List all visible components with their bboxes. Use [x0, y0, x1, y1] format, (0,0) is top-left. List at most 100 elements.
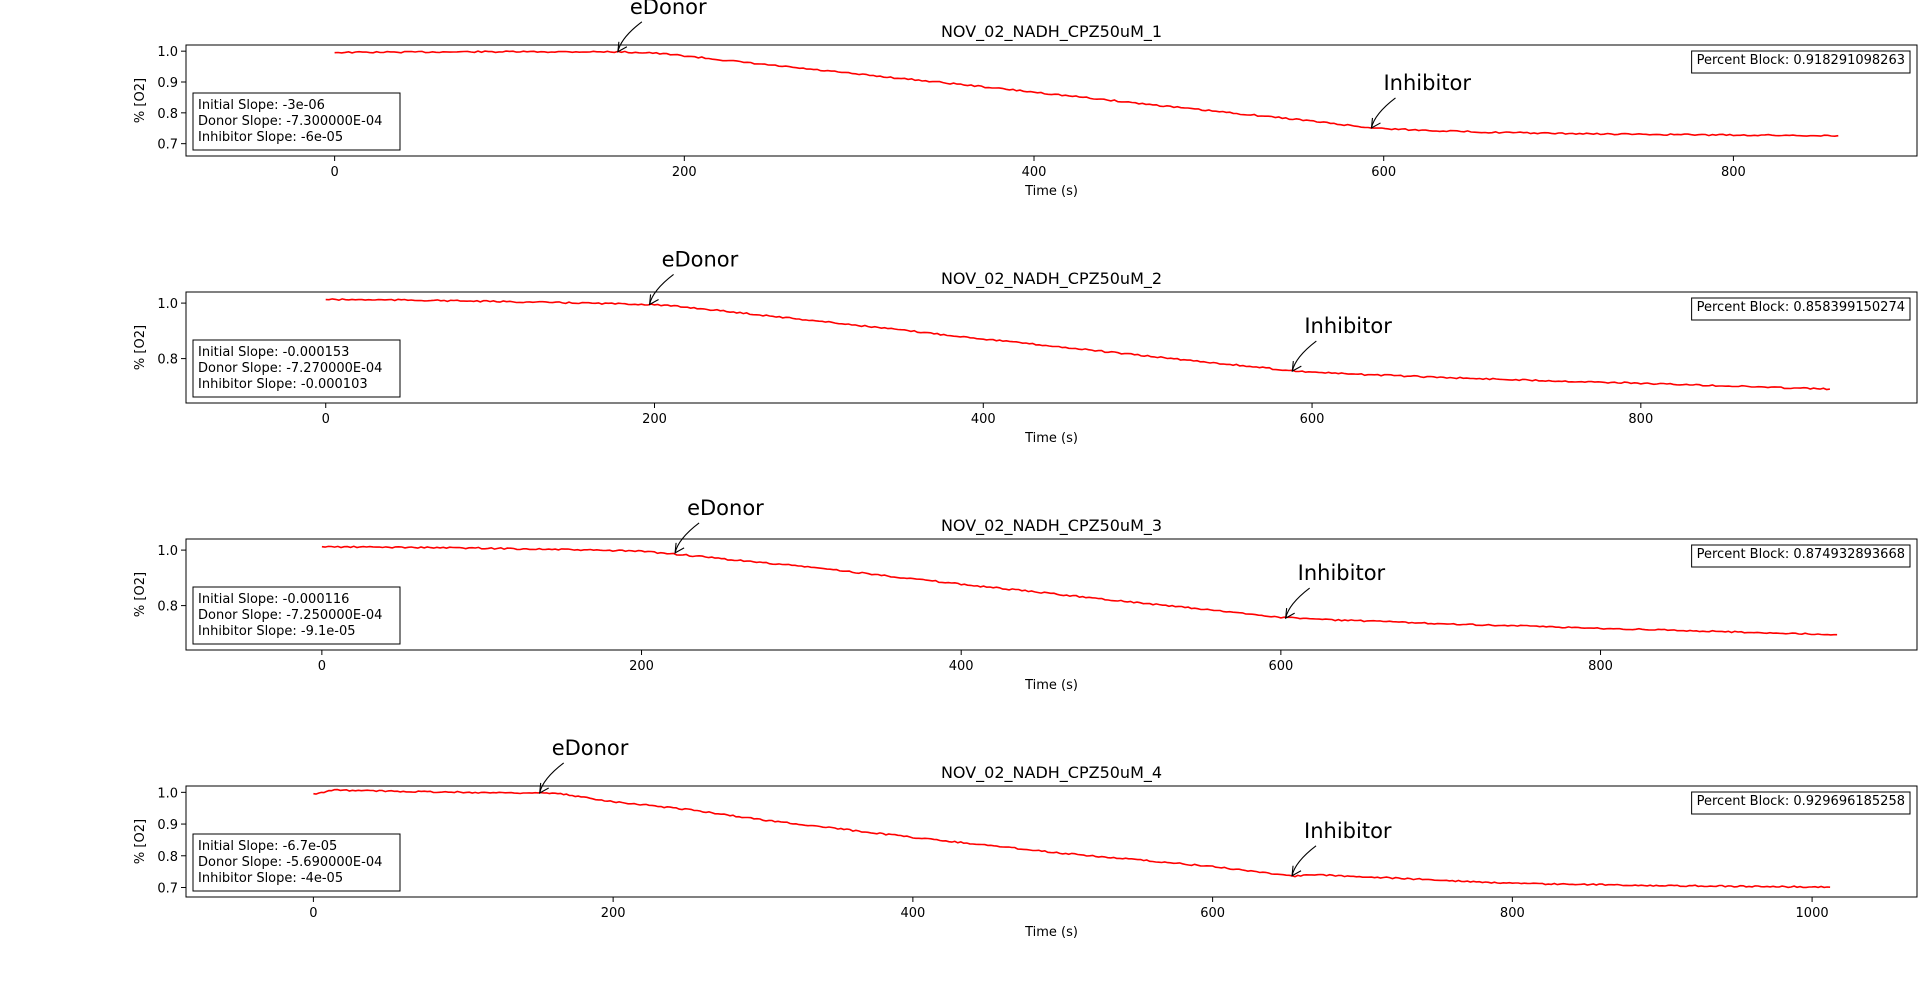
y-tick-label: 1.0 [157, 297, 178, 312]
slope-stat-line: Inhibitor Slope: -0.000103 [198, 377, 368, 392]
data-series-line [321, 545, 1838, 636]
y-tick-label: 0.7 [157, 881, 178, 896]
y-tick-label: 1.0 [157, 786, 178, 801]
x-tick-label: 200 [672, 165, 697, 180]
percent-block-frame [1691, 297, 1911, 321]
annotation-arrow [1291, 340, 1317, 372]
slope-stat-line: Initial Slope: -0.000153 [198, 345, 349, 360]
slope-stats-frame [192, 586, 401, 645]
x-tick-label: 600 [1200, 906, 1225, 921]
annotation-arrowhead [1291, 865, 1302, 877]
x-tick-label: 800 [1588, 659, 1613, 674]
annotation-arrow [1291, 845, 1317, 876]
annotation-edonor: eDonor [648, 247, 739, 306]
annotation-edonor: eDonor [674, 496, 764, 554]
percent-block-frame [1691, 544, 1911, 568]
y-tick-label: 0.9 [157, 76, 178, 91]
x-axis-label: Time (s) [1024, 925, 1078, 940]
annotation-arrow [674, 522, 700, 554]
y-axis-label: % [O2] [133, 325, 148, 370]
data-series-line [325, 298, 1830, 391]
slope-stat-line: Initial Slope: -3e-06 [198, 98, 325, 113]
annotation-label: Inhibitor [1304, 819, 1392, 843]
x-tick-label: 400 [1022, 165, 1047, 180]
x-tick-label: 800 [1721, 165, 1746, 180]
x-tick-label: 600 [1371, 165, 1396, 180]
percent-block-frame [1691, 791, 1911, 815]
x-tick-label: 800 [1628, 412, 1653, 427]
x-tick-label: 200 [642, 412, 667, 427]
x-axis-label: Time (s) [1024, 431, 1078, 446]
x-tick-label: 0 [322, 412, 330, 427]
annotation-inhibitor: Inhibitor [1370, 71, 1471, 129]
slope-stat-line: Donor Slope: -5.690000E-04 [198, 855, 382, 870]
y-tick-label: 0.9 [157, 818, 178, 833]
annotation-inhibitor: Inhibitor [1285, 561, 1386, 620]
annotation-inhibitor: Inhibitor [1291, 314, 1392, 373]
percent-block-box: Percent Block: 0.918291098263 [1691, 50, 1911, 74]
x-tick-label: 400 [971, 412, 996, 427]
chart-panel-1: NOV_02_NADH_CPZ50uM_1 0 200 400 600 800 0.7 0.8… [133, 0, 1918, 199]
annotation-edonor: eDonor [539, 736, 629, 794]
chart-panel-3: NOV_02_NADH_CPZ50uM_3 0 200 400 600 800 0.8 1.0… [133, 496, 1918, 693]
annotation-label: Inhibitor [1298, 561, 1386, 585]
chart-title: NOV_02_NADH_CPZ50uM_2 [941, 269, 1162, 289]
data-series-line [313, 788, 1831, 889]
annotation-arrowhead [1285, 608, 1295, 620]
y-tick-label: 1.0 [157, 45, 178, 60]
slope-stat-line: Initial Slope: -0.000116 [198, 592, 349, 607]
annotation-arrow [1370, 97, 1396, 129]
percent-block-text: Percent Block: 0.918291098263 [1697, 53, 1905, 68]
annotation-arrowhead [1291, 361, 1302, 373]
chart-title: NOV_02_NADH_CPZ50uM_3 [941, 516, 1162, 536]
slope-stat-line: Inhibitor Slope: -9.1e-05 [198, 624, 356, 639]
annotation-arrow [649, 274, 674, 305]
annotation-arrow [539, 762, 565, 794]
slope-stat-line: Inhibitor Slope: -4e-05 [198, 871, 343, 886]
y-tick-label: 0.8 [157, 107, 178, 122]
x-tick-label: 0 [318, 659, 326, 674]
slope-stat-line: Donor Slope: -7.300000E-04 [198, 114, 382, 129]
percent-block-box: Percent Block: 0.929696185258 [1691, 791, 1911, 815]
axes-frame [185, 785, 1918, 898]
y-axis-label: % [O2] [133, 572, 148, 617]
slope-stats-frame [192, 833, 401, 892]
annotation-arrowhead [648, 294, 659, 306]
chart-panel-2: NOV_02_NADH_CPZ50uM_2 0 200 400 600 800 0.8 1.0… [133, 247, 1918, 446]
annotation-label: eDonor [552, 736, 629, 760]
x-axis-label: Time (s) [1024, 184, 1078, 199]
percent-block-box: Percent Block: 0.874932893668 [1691, 544, 1911, 568]
slope-stat-line: Inhibitor Slope: -6e-05 [198, 130, 343, 145]
x-tick-label: 600 [1300, 412, 1325, 427]
axes-frame [185, 538, 1918, 651]
data-series-line [334, 50, 1839, 138]
slope-stats-frame [192, 339, 401, 398]
percent-block-box: Percent Block: 0.858399150274 [1691, 297, 1911, 321]
x-tick-label: 600 [1268, 659, 1293, 674]
percent-block-frame [1691, 50, 1911, 74]
annotation-label: eDonor [630, 0, 707, 19]
annotation-label: Inhibitor [1304, 314, 1392, 338]
x-tick-label: 400 [949, 659, 974, 674]
annotation-arrowhead [617, 41, 628, 53]
axes-frame [185, 44, 1918, 157]
chart-title: NOV_02_NADH_CPZ50uM_4 [941, 763, 1162, 783]
x-tick-label: 0 [309, 906, 317, 921]
chart-title: NOV_02_NADH_CPZ50uM_1 [941, 22, 1162, 42]
chart-panel-4: NOV_02_NADH_CPZ50uM_4 0 200 400 600 800 1000 0.… [133, 736, 1918, 940]
slope-stats-frame [192, 92, 401, 151]
annotation-arrow [1285, 587, 1310, 619]
percent-block-text: Percent Block: 0.858399150274 [1697, 300, 1905, 315]
x-tick-label: 0 [330, 165, 338, 180]
y-tick-label: 0.8 [157, 850, 178, 865]
x-tick-label: 1000 [1796, 906, 1829, 921]
y-tick-label: 0.8 [157, 353, 178, 368]
y-tick-label: 0.7 [157, 138, 178, 153]
y-tick-label: 0.8 [157, 600, 178, 615]
x-tick-label: 200 [601, 906, 626, 921]
x-tick-label: 200 [629, 659, 654, 674]
annotation-label: eDonor [662, 247, 739, 271]
